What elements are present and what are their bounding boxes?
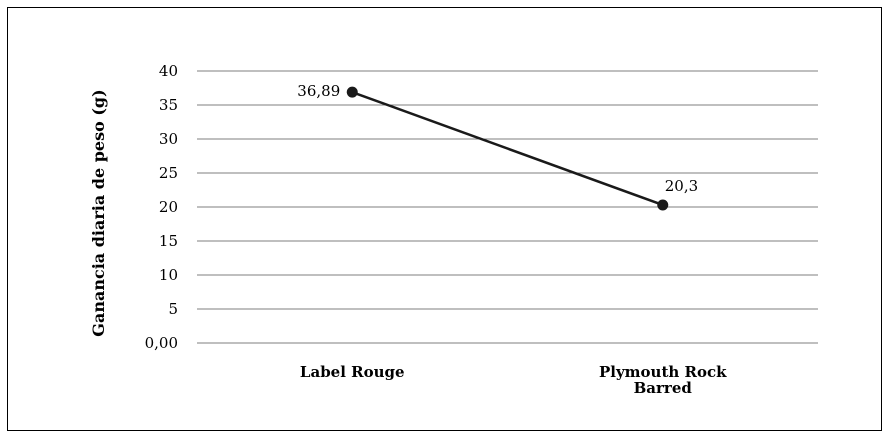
data-point (346, 86, 358, 98)
data-label: 20,3 (665, 177, 698, 195)
data-labels: 36,89 20,3 (297, 82, 698, 195)
y-tick-label: 30 (159, 130, 178, 148)
x-axis-categories: Label Rouge Plymouth Rock Barred (300, 363, 727, 397)
data-point (657, 199, 669, 211)
y-axis-ticks: 0,00 5 10 15 20 25 30 35 40 (145, 62, 178, 352)
x-category-label: Label Rouge (300, 363, 405, 381)
y-tick-label: 5 (168, 300, 178, 318)
y-tick-label: 10 (159, 266, 178, 284)
y-tick-label: 20 (159, 198, 178, 216)
x-category-label: Plymouth Rock Barred (599, 363, 727, 397)
y-tick-label: 0,00 (145, 334, 178, 352)
series-line-path (351, 90, 664, 207)
series-line (346, 86, 669, 211)
y-tick-label: 35 (159, 96, 178, 114)
y-axis-title: Ganancia diaria de peso (g) (89, 89, 108, 336)
chart-frame (7, 7, 882, 431)
y-tick-label: 40 (159, 62, 178, 80)
data-label: 36,89 (297, 82, 340, 100)
grid-lines (197, 70, 818, 344)
y-tick-label: 25 (159, 164, 178, 182)
y-tick-label: 15 (159, 232, 178, 250)
